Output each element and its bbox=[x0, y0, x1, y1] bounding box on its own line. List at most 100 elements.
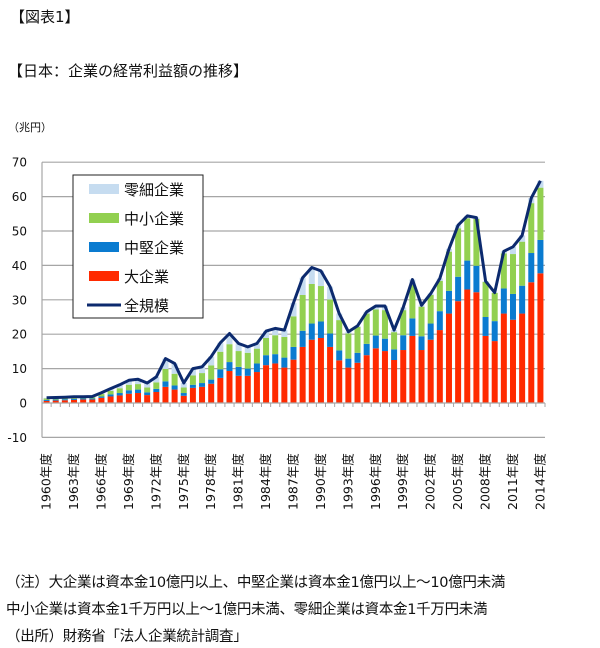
bar-大企業 bbox=[436, 330, 443, 403]
bar-大企業 bbox=[235, 375, 242, 403]
bar-中堅企業 bbox=[61, 399, 68, 401]
bar-大企業 bbox=[263, 365, 270, 403]
bar-中小企業 bbox=[171, 373, 178, 386]
bar-中小企業 bbox=[509, 254, 516, 294]
x-tick-label: 2002年度 bbox=[423, 453, 438, 510]
x-tick-label: 1978年度 bbox=[203, 453, 218, 510]
bar-中堅企業 bbox=[528, 253, 535, 283]
x-tick-label: 1960年度 bbox=[39, 453, 54, 510]
bar-中小企業 bbox=[327, 299, 334, 334]
bar-中小企業 bbox=[98, 394, 105, 397]
bar-中堅企業 bbox=[409, 318, 416, 336]
bar-中堅企業 bbox=[473, 265, 480, 293]
bar-大企業 bbox=[61, 400, 68, 403]
bar-大企業 bbox=[89, 399, 96, 403]
bar-中堅企業 bbox=[418, 336, 425, 351]
bar-大企業 bbox=[363, 355, 370, 403]
bar-中堅企業 bbox=[519, 285, 526, 314]
bar-零細企業 bbox=[299, 277, 306, 295]
bar-中堅企業 bbox=[500, 288, 507, 314]
bar-大企業 bbox=[445, 313, 452, 403]
bar-中小企業 bbox=[253, 348, 260, 364]
y-tick-label: 20 bbox=[12, 328, 27, 342]
bar-中堅企業 bbox=[455, 276, 462, 302]
bar-零細企業 bbox=[244, 346, 251, 353]
bar-中小企業 bbox=[482, 281, 489, 317]
bar-中堅企業 bbox=[381, 338, 388, 352]
bar-大企業 bbox=[482, 335, 489, 403]
bar-中堅企業 bbox=[290, 346, 297, 360]
bar-中小企業 bbox=[308, 283, 315, 324]
bar-中堅企業 bbox=[144, 392, 151, 396]
bar-大企業 bbox=[153, 391, 160, 403]
y-tick-label: 0 bbox=[19, 397, 27, 411]
bar-大企業 bbox=[290, 359, 297, 403]
bar-中小企業 bbox=[244, 352, 251, 369]
bar-中小企業 bbox=[272, 335, 279, 355]
bar-中堅企業 bbox=[464, 260, 471, 290]
bar-中堅企業 bbox=[427, 323, 434, 340]
bar-中小企業 bbox=[317, 286, 324, 322]
bar-零細企業 bbox=[327, 286, 334, 300]
bar-中堅企業 bbox=[336, 350, 343, 361]
bar-中小企業 bbox=[436, 280, 443, 312]
bar-中堅企業 bbox=[281, 357, 288, 368]
bar-中小企業 bbox=[418, 306, 425, 337]
note-definition-1: （注）大企業は資本金10億円以上、中堅企業は資本金1億円以上～10億円未満 bbox=[6, 575, 506, 591]
bar-中堅企業 bbox=[162, 381, 169, 387]
bar-大企業 bbox=[491, 341, 498, 403]
bar-中堅企業 bbox=[153, 388, 160, 392]
bar-中小企業 bbox=[528, 203, 535, 254]
bar-中堅企業 bbox=[263, 355, 270, 366]
bar-中堅企業 bbox=[171, 385, 178, 390]
bar-零細企業 bbox=[317, 270, 324, 287]
bar-大企業 bbox=[217, 377, 224, 403]
bar-大企業 bbox=[427, 339, 434, 403]
bar-零細企業 bbox=[235, 343, 242, 352]
bar-大企業 bbox=[125, 393, 132, 403]
bar-零細企業 bbox=[263, 331, 270, 338]
bar-大企業 bbox=[345, 367, 352, 403]
bar-零細企業 bbox=[519, 235, 526, 242]
bar-中小企業 bbox=[363, 313, 370, 344]
bar-中小企業 bbox=[153, 382, 160, 389]
bar-中堅企業 bbox=[509, 293, 516, 320]
bar-大企業 bbox=[116, 395, 123, 403]
y-tick-label: 50 bbox=[12, 225, 27, 239]
bar-大企業 bbox=[537, 273, 544, 403]
note-definition-2: 中小企業は資本金1千万円以上～1億円未満、零細企業は資本金1千万円未満 bbox=[6, 602, 488, 618]
bar-零細企業 bbox=[153, 376, 160, 383]
bar-中小企業 bbox=[473, 218, 480, 266]
bar-中小企業 bbox=[336, 320, 343, 351]
bar-中小企業 bbox=[135, 384, 142, 390]
bar-中小企業 bbox=[372, 309, 379, 336]
bar-中堅企業 bbox=[372, 335, 379, 349]
legend-label: 中堅企業 bbox=[124, 239, 184, 257]
x-tick-label: 1966年度 bbox=[93, 453, 108, 510]
bar-零細企業 bbox=[509, 246, 516, 255]
x-tick-label: 1987年度 bbox=[286, 453, 301, 510]
bar-中小企業 bbox=[263, 337, 270, 356]
source-note: （出所）財務省「法人企業統計調査」 bbox=[6, 629, 248, 645]
bar-零細企業 bbox=[162, 358, 169, 369]
y-tick-label: 60 bbox=[12, 190, 27, 204]
legend-label: 中小企業 bbox=[124, 210, 184, 228]
bar-零細企業 bbox=[281, 330, 288, 337]
bar-大企業 bbox=[180, 395, 187, 403]
bar-零細企業 bbox=[189, 368, 196, 376]
bar-中小企業 bbox=[208, 365, 215, 380]
bar-中小企業 bbox=[162, 368, 169, 382]
bar-中小企業 bbox=[199, 373, 206, 384]
bar-大企業 bbox=[244, 375, 251, 403]
bar-大企業 bbox=[272, 363, 279, 403]
bar-大企業 bbox=[162, 386, 169, 403]
bar-大企業 bbox=[107, 396, 114, 403]
bar-大企業 bbox=[455, 301, 462, 403]
bar-中小企業 bbox=[290, 316, 297, 347]
bar-中小企業 bbox=[354, 326, 361, 353]
bar-中堅企業 bbox=[244, 368, 251, 376]
bar-中堅企業 bbox=[436, 311, 443, 331]
bar-大企業 bbox=[52, 400, 59, 403]
